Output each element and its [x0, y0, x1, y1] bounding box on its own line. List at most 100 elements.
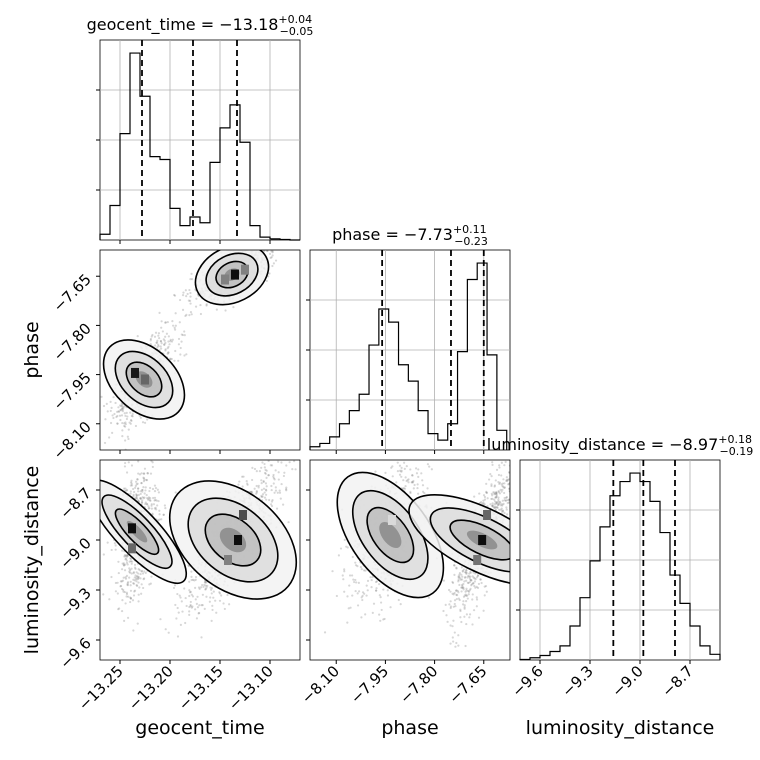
scatter-point: [179, 623, 182, 626]
scatter-point: [495, 501, 499, 504]
scatter-point: [276, 491, 279, 494]
scatter-point: [137, 487, 140, 490]
histogram-step-phase: [309, 262, 508, 450]
density-cell: [483, 510, 492, 520]
scatter-point: [257, 246, 259, 248]
scatter-point: [462, 595, 466, 598]
scatter-point: [177, 343, 181, 346]
scatter-point: [181, 333, 185, 337]
scatter-point: [274, 469, 277, 472]
scatter-point: [497, 500, 500, 503]
scatter-point: [151, 512, 154, 515]
scatter-point: [371, 576, 374, 579]
contour-line: [408, 493, 510, 587]
scatter-point: [167, 351, 170, 354]
scatter-point: [285, 486, 288, 489]
scatter-point: [265, 493, 268, 496]
scatter-point: [481, 502, 484, 505]
scatter-point: [495, 492, 498, 496]
scatter-point: [458, 572, 461, 575]
contour-line: [100, 479, 188, 585]
scatter-point: [482, 609, 485, 612]
scatter-point: [208, 600, 211, 603]
scatter-point: [468, 616, 471, 619]
scatter-point: [179, 346, 182, 350]
scatter-point: [407, 481, 410, 484]
scatter-point: [122, 576, 125, 579]
scatter-point: [181, 610, 184, 613]
scatter-point: [124, 576, 127, 579]
scatter-point: [194, 598, 197, 601]
scatter-point: [109, 421, 113, 425]
scatter-point: [139, 572, 142, 576]
scatter-point: [201, 583, 204, 587]
scatter-point: [144, 489, 147, 492]
scatter-point: [462, 586, 465, 589]
scatter-point: [189, 278, 192, 281]
scatter-point: [180, 333, 183, 336]
scatter-point: [193, 579, 196, 582]
scatter-point: [144, 486, 147, 489]
scatter-point: [133, 579, 136, 582]
panel-frame: [99, 459, 301, 661]
scatter-point: [155, 341, 159, 344]
scatter-point: [184, 314, 187, 318]
scatter-point: [379, 595, 382, 599]
scatter-point: [452, 593, 455, 596]
scatter-point: [278, 489, 281, 492]
scatter-point: [135, 495, 138, 499]
scatter-point: [420, 472, 423, 475]
density-cell: [234, 535, 242, 545]
scatter-point: [114, 590, 118, 593]
scatter-point: [149, 499, 152, 502]
contour-line: [125, 361, 163, 398]
scatter-point: [139, 577, 142, 580]
scatter-point: [251, 466, 254, 469]
scatter-point: [361, 598, 364, 602]
scatter-point: [359, 565, 363, 569]
scatter-point: [154, 344, 157, 347]
scatter-point: [497, 502, 500, 506]
scatter-point: [156, 488, 159, 491]
scatter-point: [449, 600, 452, 603]
scatter-point: [457, 580, 460, 583]
scatter-point: [458, 573, 461, 576]
scatter-point: [133, 566, 137, 569]
scatter-point: [129, 560, 133, 563]
y-axis-label-phase: phase: [21, 321, 43, 378]
scatter-point: [382, 588, 385, 591]
scatter-point: [345, 545, 348, 548]
scatter-point: [402, 486, 405, 490]
scatter-point: [404, 476, 407, 479]
scatter-point: [454, 605, 457, 608]
scatter-point: [402, 479, 405, 482]
scatter-point: [126, 553, 129, 557]
scatter-point: [471, 623, 474, 626]
scatter-point: [111, 414, 114, 417]
scatter-point: [129, 597, 133, 600]
scatter-point: [469, 575, 472, 578]
scatter-point: [257, 243, 259, 245]
scatter-point: [181, 293, 185, 297]
scatter-point: [122, 405, 125, 408]
scatter-point: [125, 489, 128, 492]
scatter-point: [110, 575, 113, 579]
scatter-point: [505, 476, 508, 479]
scatter-point: [237, 483, 240, 486]
scatter-point: [205, 595, 208, 598]
scatter-point: [265, 279, 268, 283]
scatter-point: [120, 609, 124, 613]
scatter-point: [125, 561, 129, 564]
scatter-point: [143, 496, 146, 499]
scatter-point: [360, 596, 363, 599]
scatter-point: [464, 575, 467, 579]
scatter-point: [134, 574, 137, 577]
scatter-panel-geocent_time-luminosity_distance: [96, 459, 301, 664]
scatter-point: [141, 572, 145, 575]
scatter-point: [503, 486, 506, 489]
scatter-point: [469, 587, 472, 590]
scatter-point: [362, 569, 366, 572]
scatter-point: [469, 571, 472, 574]
scatter-point: [396, 470, 400, 473]
scatter-point: [252, 247, 254, 249]
